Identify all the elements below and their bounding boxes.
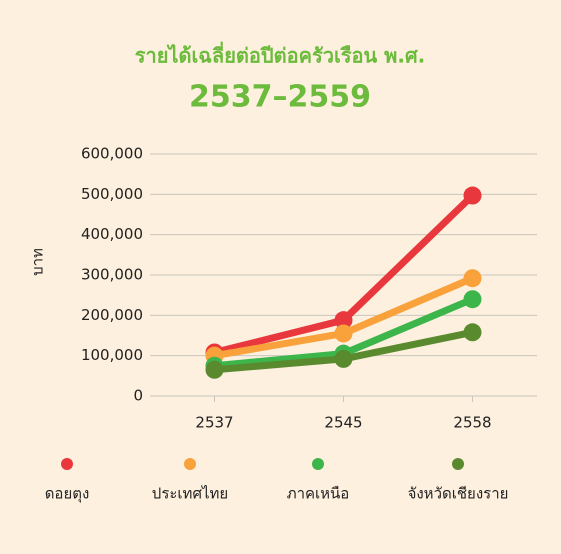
legend-label: จังหวัดเชียงราย <box>408 485 509 503</box>
data-point <box>334 349 353 368</box>
legend-marker <box>312 458 324 470</box>
y-tick-label: 300,000 <box>81 266 143 284</box>
legend-label: ประเทศไทย <box>152 485 228 503</box>
legend-marker <box>61 458 73 470</box>
data-point <box>463 186 482 205</box>
y-tick-label: 400,000 <box>81 225 143 243</box>
x-tick-label: 2558 <box>453 414 491 432</box>
data-point <box>334 311 353 330</box>
legend-marker <box>452 458 464 470</box>
y-tick-label: 600,000 <box>81 145 143 163</box>
legend-label: ภาคเหนือ <box>287 485 350 503</box>
data-point <box>463 290 482 309</box>
data-point <box>463 323 482 342</box>
data-point <box>463 269 482 288</box>
y-tick-label: 500,000 <box>81 185 143 203</box>
chart-subtitle: 2537–2559 <box>189 80 371 115</box>
y-tick-label: 100,000 <box>81 346 143 364</box>
data-point <box>205 360 224 379</box>
y-tick-label: 200,000 <box>81 306 143 324</box>
y-tick-label: 0 <box>133 387 143 405</box>
legend-marker <box>184 458 196 470</box>
x-tick-label: 2537 <box>195 414 233 432</box>
y-axis-label: บาท <box>29 248 47 276</box>
legend-label: ดอยตุง <box>45 485 90 504</box>
data-point <box>334 324 353 343</box>
x-tick-label: 2545 <box>324 414 362 432</box>
chart-title: รายได้เฉลี่ยต่อปีต่อครัวเรือน พ.ศ. <box>135 41 426 68</box>
